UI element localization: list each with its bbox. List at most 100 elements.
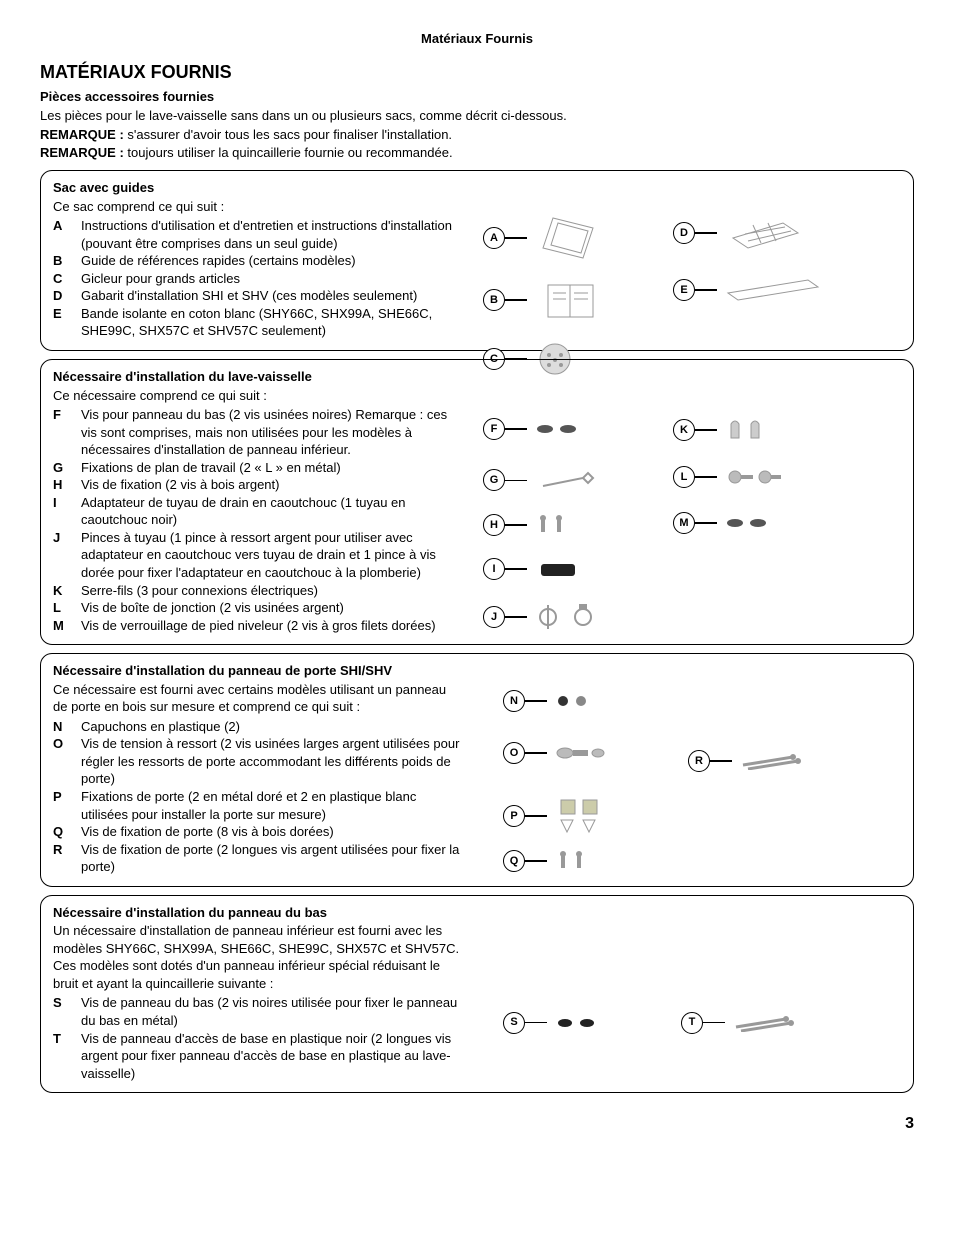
note-1: REMARQUE : s'assurer d'avoir tous les sa…	[40, 126, 914, 144]
part-icon-H	[533, 514, 573, 536]
list-item: LVis de boîte de jonction (2 vis usinées…	[53, 599, 463, 617]
callout-J: J	[483, 602, 603, 632]
callout-circle: B	[483, 289, 505, 311]
page-header: Matériaux Fournis	[40, 30, 914, 48]
section2-illustrations: F G HI J K L M	[473, 368, 901, 634]
list-item: CGicleur pour grands articles	[53, 270, 463, 288]
callout-circle: F	[483, 418, 505, 440]
note-1-text: s'assurer d'avoir tous les sacs pour fin…	[124, 127, 452, 142]
list-item: AInstructions d'utilisation et d'entreti…	[53, 217, 463, 252]
intro-text: Les pièces pour le lave-vaisselle sans d…	[40, 107, 914, 125]
callout-I: I	[483, 558, 583, 580]
callout-B: B	[483, 275, 603, 325]
section1-heading: Sac avec guides	[53, 179, 463, 197]
callout-circle: A	[483, 227, 505, 249]
callout-Q: Q	[503, 850, 593, 872]
list-item: BGuide de références rapides (certains m…	[53, 252, 463, 270]
section-door-panel-kit: Nécessaire d'installation du panneau de …	[40, 653, 914, 887]
note-2-label: REMARQUE :	[40, 145, 124, 160]
section2-intro: Ce nécessaire comprend ce qui suit :	[53, 387, 463, 405]
callout-circle: N	[503, 690, 525, 712]
part-icon-P	[553, 796, 613, 836]
callout-circle: K	[673, 419, 695, 441]
callout-circle: H	[483, 514, 505, 536]
sub-title: Pièces accessoires fournies	[40, 88, 914, 106]
callout-A: A	[483, 213, 603, 263]
section-guides-bag: Sac avec guides Ce sac comprend ce qui s…	[40, 170, 914, 351]
callout-circle: O	[503, 742, 525, 764]
list-item: IAdaptateur de tuyau de drain en caoutch…	[53, 494, 463, 529]
callout-circle: Q	[503, 850, 525, 872]
part-icon-D	[723, 213, 803, 253]
callout-circle: L	[673, 466, 695, 488]
part-icon-M	[723, 513, 773, 533]
section3-illustrations: N O P Q R	[473, 662, 901, 876]
callout-K: K	[673, 416, 773, 444]
part-icon-R	[738, 752, 808, 770]
list-item: EBande isolante en coton blanc (SHY66C, …	[53, 305, 463, 340]
list-item: OVis de tension à ressort (2 vis usinées…	[53, 735, 463, 788]
callout-O: O	[503, 742, 613, 764]
section1-intro: Ce sac comprend ce qui suit :	[53, 198, 463, 216]
part-icon-F	[533, 419, 583, 439]
section3-heading: Nécessaire d'installation du panneau de …	[53, 662, 463, 680]
callout-circle: M	[673, 512, 695, 534]
part-icon-Q	[553, 850, 593, 872]
callout-M: M	[673, 512, 773, 534]
list-item: RVis de fixation de porte (2 longues vis…	[53, 841, 463, 876]
part-icon-A	[533, 213, 603, 263]
list-item: TVis de panneau d'accès de base en plast…	[53, 1030, 463, 1083]
callout-T: T	[681, 1012, 801, 1034]
callout-P: P	[503, 796, 613, 836]
callout-circle: R	[688, 750, 710, 772]
callout-H: H	[483, 514, 573, 536]
list-item: GFixations de plan de travail (2 « L » e…	[53, 459, 463, 477]
part-icon-L	[723, 467, 783, 487]
list-item: DGabarit d'installation SHI et SHV (ces …	[53, 287, 463, 305]
section2-heading: Nécessaire d'installation du lave-vaisse…	[53, 368, 463, 386]
note-2: REMARQUE : toujours utiliser la quincail…	[40, 144, 914, 162]
note-2-text: toujours utiliser la quincaillerie fourn…	[124, 145, 453, 160]
section4-illustrations: ST	[473, 904, 901, 1082]
callout-S: S	[503, 1012, 603, 1034]
callout-circle: T	[681, 1012, 703, 1034]
part-icon-S	[553, 1014, 603, 1032]
section-install-kit: Nécessaire d'installation du lave-vaisse…	[40, 359, 914, 645]
callout-circle: S	[503, 1012, 525, 1034]
note-1-label: REMARQUE :	[40, 127, 124, 142]
part-icon-E	[723, 275, 823, 305]
page-number: 3	[40, 1113, 914, 1135]
part-icon-N	[553, 692, 593, 710]
callout-circle: J	[483, 606, 505, 628]
part-icon-B	[533, 275, 603, 325]
part-icon-K	[723, 416, 773, 444]
callout-circle: E	[673, 279, 695, 301]
callout-circle: G	[483, 469, 505, 491]
section4-intro: Un nécessaire d'installation de panneau …	[53, 922, 463, 992]
main-title: MATÉRIAUX FOURNIS	[40, 60, 914, 84]
callout-G: G	[483, 468, 603, 493]
list-item: SVis de panneau du bas (2 vis noires uti…	[53, 994, 463, 1029]
callout-F: F	[483, 418, 583, 440]
callout-L: L	[673, 466, 783, 488]
part-icon-J	[533, 602, 603, 632]
list-item: QVis de fixation de porte (8 vis à bois …	[53, 823, 463, 841]
list-item: PFixations de porte (2 en métal doré et …	[53, 788, 463, 823]
list-item: NCapuchons en plastique (2)	[53, 718, 463, 736]
list-item: JPinces à tuyau (1 pince à ressort argen…	[53, 529, 463, 582]
part-icon-T	[731, 1014, 801, 1032]
list-item: MVis de verrouillage de pied niveleur (2…	[53, 617, 463, 635]
part-icon-I	[533, 559, 583, 579]
callout-circle: I	[483, 558, 505, 580]
section3-intro: Ce nécessaire est fourni avec certains m…	[53, 681, 463, 716]
callout-circle: P	[503, 805, 525, 827]
section1-illustrations: ABCDE	[473, 179, 901, 340]
callout-E: E	[673, 275, 823, 305]
list-item: KSerre-fils (3 pour connexions électriqu…	[53, 582, 463, 600]
part-icon-G	[533, 468, 603, 493]
part-icon-O	[553, 742, 613, 764]
section-lower-panel-kit: Nécessaire d'installation du panneau du …	[40, 895, 914, 1093]
callout-N: N	[503, 690, 593, 712]
list-item: HVis de fixation (2 vis à bois argent)	[53, 476, 463, 494]
list-item: FVis pour panneau du bas (2 vis usinées …	[53, 406, 463, 459]
